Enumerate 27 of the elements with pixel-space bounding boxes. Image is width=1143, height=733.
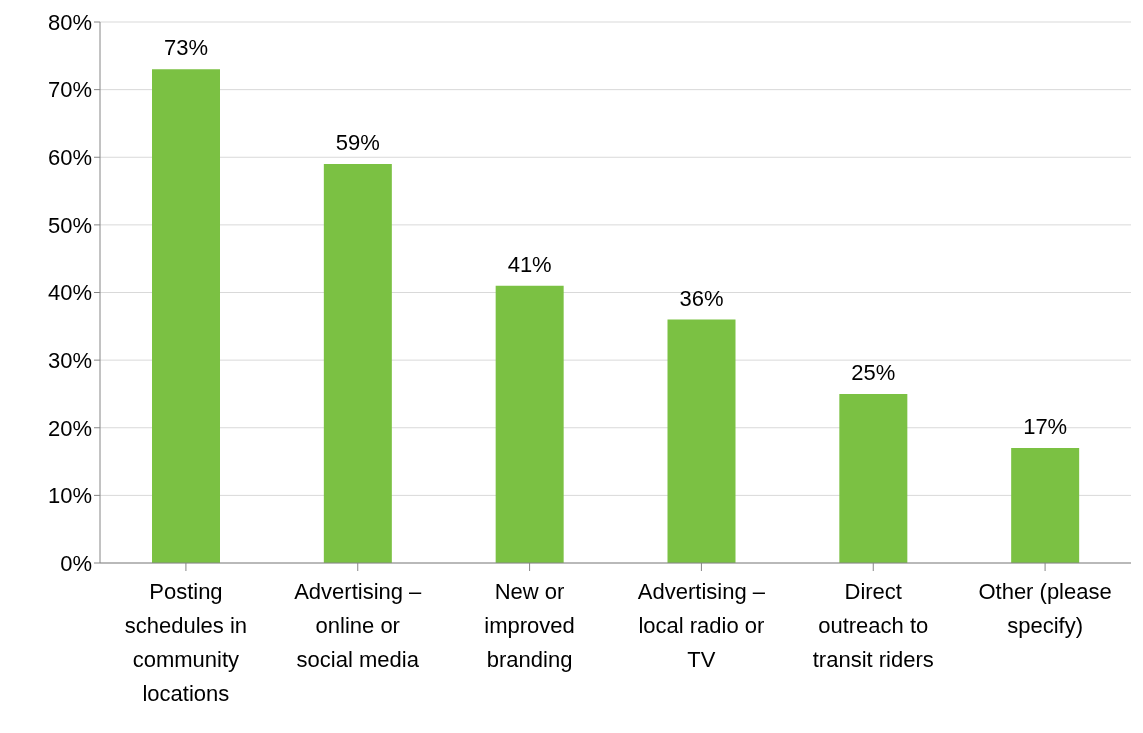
- y-tick-label: 80%: [47, 9, 92, 35]
- data-label: 73%: [163, 35, 209, 61]
- bar: [495, 285, 564, 563]
- data-label: 41%: [507, 251, 552, 277]
- bar: [323, 164, 392, 563]
- bar: [152, 69, 220, 563]
- x-tick-label: Other (please specify): [978, 579, 1112, 638]
- data-label: 36%: [679, 285, 724, 311]
- bar: [667, 319, 736, 563]
- y-tick-label: 30%: [47, 347, 92, 373]
- x-tick-label: New or improved branding: [484, 579, 575, 672]
- y-tick-label: 0%: [60, 550, 92, 576]
- x-tick-label: Direct outreach to transit riders: [812, 579, 934, 672]
- y-tick-label: 70%: [47, 77, 92, 103]
- bar: [839, 393, 908, 563]
- data-label: 17%: [1023, 414, 1068, 440]
- y-tick-label: 50%: [47, 212, 92, 238]
- y-tick-label: 10%: [47, 483, 92, 509]
- y-tick-label: 60%: [47, 145, 92, 171]
- data-label: 59%: [335, 130, 380, 156]
- bar: [1011, 448, 1080, 563]
- y-tick-label: 40%: [47, 280, 92, 306]
- x-tick-label: Advertising – online or social media: [294, 579, 423, 672]
- y-tick-label: 20%: [47, 415, 92, 441]
- data-label: 25%: [851, 359, 896, 385]
- x-tick-label: Posting schedules in community locations: [124, 579, 248, 706]
- x-tick-label: Advertising – local radio or TV: [637, 579, 766, 672]
